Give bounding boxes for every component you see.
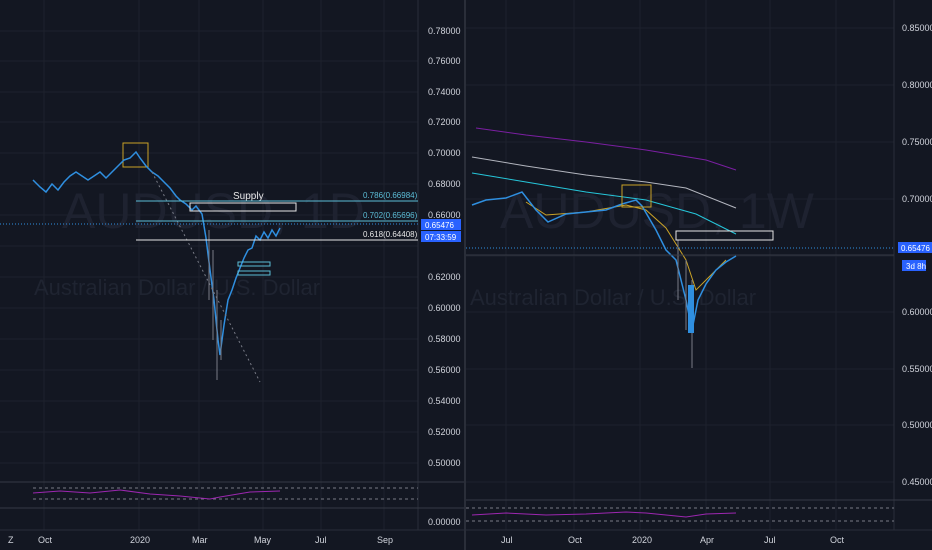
left-countdown: 07:33:59 — [425, 233, 457, 242]
left-price-tick: 0.62000 — [428, 272, 461, 282]
right-time-tick: Oct — [568, 535, 583, 545]
left-price-tick: 0.72000 — [428, 117, 461, 127]
left-last-price: 0.65476 — [425, 221, 454, 230]
left-price-tick: 0.60000 — [428, 303, 461, 313]
left-fib-702-label: 0.702(0.65696) — [363, 211, 418, 220]
left-time-tick: Jul — [315, 535, 327, 545]
left-countdown-tag — [421, 231, 461, 242]
right-ma-teal — [471, 172, 737, 235]
left-chart-svg[interactable]: AUDUSD, 1D Australian Dollar / U.S. Doll… — [0, 0, 465, 550]
right-top-highlight-box — [621, 184, 652, 208]
right-chart-pane[interactable]: AUDUSD, 1W Australian Dollar / U.S. Doll… — [466, 0, 932, 550]
left-price-tick: 0.76000 — [428, 56, 461, 66]
right-price-tick: 0.45000 — [902, 477, 932, 487]
left-price-tick: 0.74000 — [428, 87, 461, 97]
left-time-tick: Oct — [38, 535, 53, 545]
left-time-tick: 2020 — [130, 535, 150, 545]
right-price-tick: 0.55000 — [902, 364, 932, 374]
right-ma-purple — [475, 127, 737, 171]
right-ma-white — [471, 156, 737, 209]
left-price-tick: 0.58000 — [428, 334, 461, 344]
left-price-axis: 0.78000 0.76000 0.74000 0.72000 0.70000 … — [428, 26, 461, 468]
left-grid — [0, 0, 418, 530]
left-candle-wicks — [208, 230, 222, 380]
left-fib-618-label: 0.618(0.64408) — [363, 230, 418, 239]
left-indicator-value: 0.00000 — [428, 517, 461, 527]
right-rsi-line — [471, 511, 737, 518]
right-watermark-name: Australian Dollar / U.S. Dollar — [470, 285, 756, 310]
right-price-tick: 0.50000 — [902, 420, 932, 430]
left-price-tick: 0.68000 — [428, 179, 461, 189]
right-grid — [466, 0, 894, 530]
right-price-tick: 0.70000 — [902, 194, 932, 204]
left-rsi-line — [32, 489, 281, 500]
right-time-tick: Jul — [501, 535, 513, 545]
right-price-axis: 0.85000 0.80000 0.75000 0.70000 0.60000 … — [902, 23, 932, 487]
left-supply-label: Supply — [233, 191, 264, 202]
left-time-tick: May — [254, 535, 272, 545]
right-last-price-tag — [898, 242, 932, 253]
left-price-tick: 0.66000 — [428, 210, 461, 220]
left-price-tick: 0.56000 — [428, 365, 461, 375]
right-price-tick: 0.80000 — [902, 80, 932, 90]
left-zone-box-2 — [237, 270, 271, 276]
left-fib-786-label: 0.786(0.66984) — [363, 191, 418, 200]
left-top-highlight-box — [122, 142, 149, 168]
right-countdown-tag — [902, 260, 926, 271]
right-time-axis: Jul Oct 2020 Apr Jul Oct — [501, 535, 845, 545]
left-price-tick: 0.52000 — [428, 427, 461, 437]
right-price-tick: 0.75000 — [902, 137, 932, 147]
left-price-tick: 0.54000 — [428, 396, 461, 406]
left-last-price-tag — [421, 219, 461, 230]
left-price-tick: 0.78000 — [428, 26, 461, 36]
left-trend-line — [151, 171, 261, 383]
left-price-tick: 0.70000 — [428, 148, 461, 158]
left-time-tick: Sep — [377, 535, 393, 545]
right-price-tick: 0.60000 — [902, 307, 932, 317]
right-time-tick: 2020 — [632, 535, 652, 545]
right-price-tick: 0.85000 — [902, 23, 932, 33]
right-countdown: 3d 8h — [906, 262, 926, 271]
right-time-tick: Oct — [830, 535, 845, 545]
left-price-series — [32, 150, 281, 356]
right-last-price: 0.65476 — [901, 244, 930, 253]
right-price-series — [471, 191, 737, 331]
pane-divider[interactable] — [464, 0, 466, 550]
left-time-tick: Mar — [192, 535, 208, 545]
right-watermark-symbol: AUDUSD, 1W — [500, 183, 815, 239]
left-chart-pane[interactable]: AUDUSD, 1D Australian Dollar / U.S. Doll… — [0, 0, 465, 550]
right-time-tick: Jul — [764, 535, 776, 545]
left-price-tick: 0.50000 — [428, 458, 461, 468]
right-chart-svg[interactable]: AUDUSD, 1W Australian Dollar / U.S. Doll… — [466, 0, 932, 550]
z-button[interactable]: Z — [8, 535, 14, 545]
right-time-tick: Apr — [700, 535, 714, 545]
left-time-axis: Oct 2020 Mar May Jul Sep — [38, 535, 393, 545]
left-supply-zone — [189, 202, 297, 212]
left-zone-box-1 — [237, 261, 271, 267]
left-watermark-name: Australian Dollar / U.S. Dollar — [34, 275, 320, 300]
right-big-candle — [688, 285, 694, 333]
right-supply-zone — [675, 230, 774, 241]
